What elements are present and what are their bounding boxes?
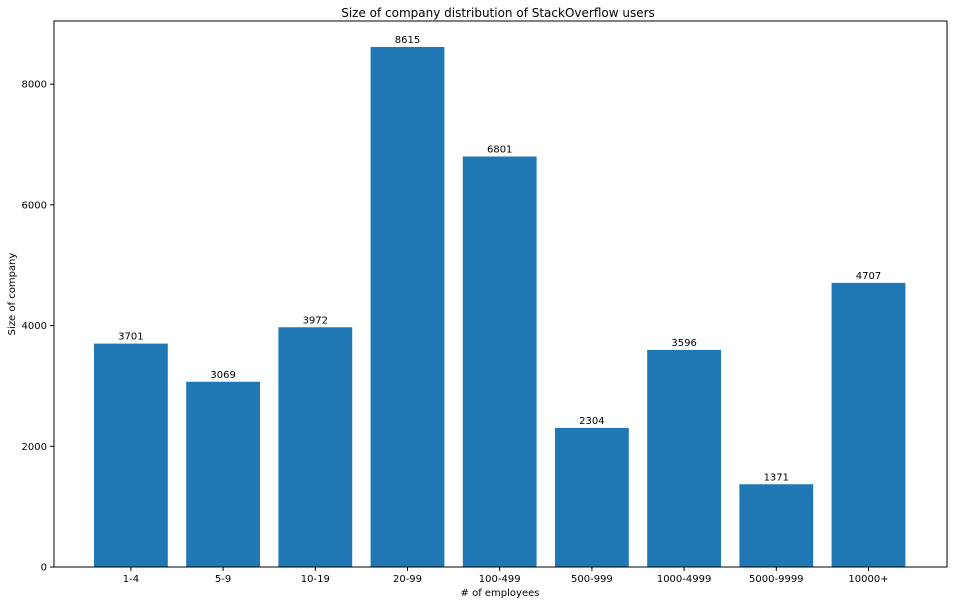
x-tick-label-500-999: 500-999 <box>571 574 613 585</box>
bar-10-19 <box>278 327 353 567</box>
value-label-10-19: 3972 <box>303 315 328 326</box>
chart-title: Size of company distribution of StackOve… <box>341 6 655 20</box>
value-label-20-99: 8615 <box>395 35 420 46</box>
value-label-1-4: 3701 <box>118 332 143 343</box>
value-label-5000-9999: 1371 <box>764 472 789 483</box>
value-labels: 3701 3069 3972 8615 6801 2304 3596 1371 4707 <box>118 35 881 483</box>
value-label-1000-4999: 3596 <box>671 338 696 349</box>
bars <box>94 47 906 567</box>
y-tick-label-0: 0 <box>41 563 47 574</box>
x-tick-label-1000-4999: 1000-4999 <box>657 574 712 585</box>
y-axis-ticks: 0 2000 4000 6000 8000 <box>22 80 54 574</box>
bar-5-9 <box>186 381 260 567</box>
x-tick-label-1-4: 1-4 <box>123 574 139 585</box>
x-tick-label-5-9: 5-9 <box>215 574 231 585</box>
x-axis-title: # of employees <box>461 588 540 599</box>
bar-10000+ <box>831 282 906 567</box>
x-tick-label-5000-9999: 5000-9999 <box>749 574 804 585</box>
bar-1-4 <box>94 343 168 567</box>
bar-500-999 <box>555 427 629 567</box>
y-tick-label-4000: 4000 <box>22 321 47 332</box>
y-tick-label-2000: 2000 <box>22 442 47 453</box>
x-tick-label-100-499: 100-499 <box>479 574 521 585</box>
value-label-100-499: 6801 <box>487 145 512 156</box>
y-tick-label-8000: 8000 <box>22 80 47 91</box>
bar-5000-9999 <box>739 484 814 567</box>
x-axis-ticks: 1-4 5-9 10-19 20-99 100-499 500-999 1000-4999 5… <box>123 567 889 585</box>
value-label-10000+: 4707 <box>856 271 881 282</box>
x-tick-label-20-99: 20-99 <box>393 574 422 585</box>
x-tick-label-10000+: 10000+ <box>848 574 888 585</box>
bar-100-499 <box>462 156 537 567</box>
bar-1000-4999 <box>647 349 721 567</box>
value-label-5-9: 3069 <box>210 370 235 381</box>
y-tick-label-6000: 6000 <box>22 200 47 211</box>
x-tick-label-10-19: 10-19 <box>301 574 330 585</box>
y-axis-title: Size of company <box>7 253 18 336</box>
value-label-500-999: 2304 <box>579 416 604 427</box>
bar-20-99 <box>370 47 445 567</box>
plot-frame <box>53 20 948 568</box>
